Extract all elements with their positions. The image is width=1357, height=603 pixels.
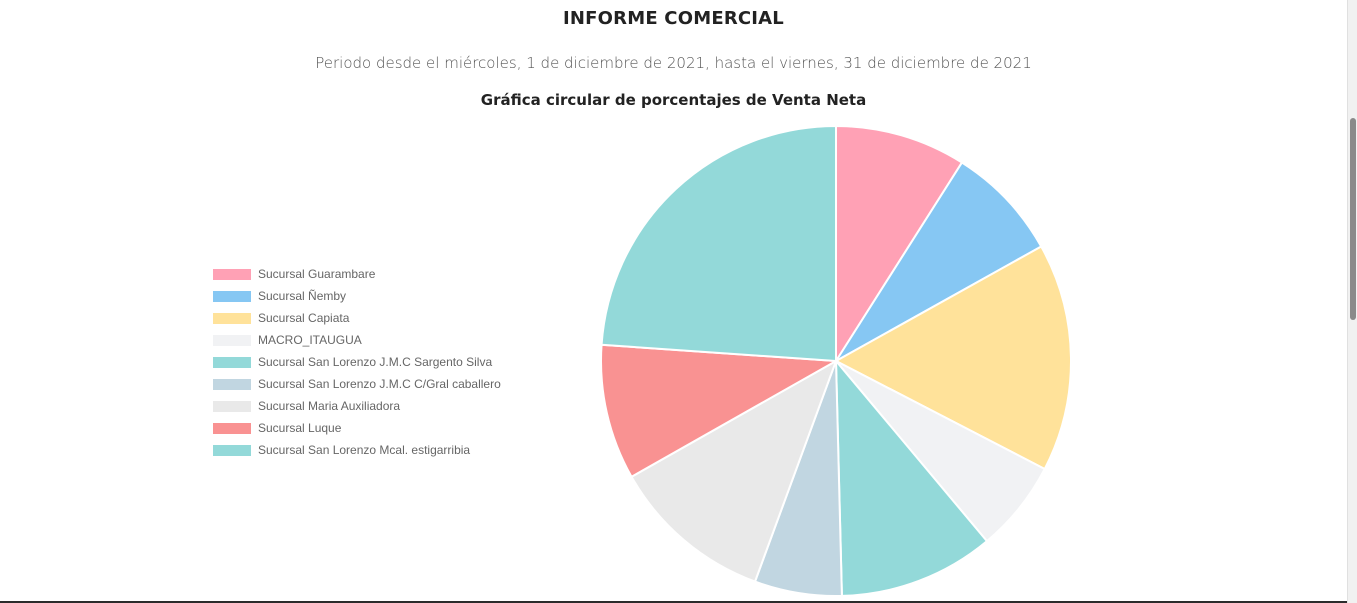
legend-item[interactable]: Sucursal San Lorenzo J.M.C C/Gral caball… <box>213 373 573 395</box>
legend-item[interactable]: Sucursal Capiata <box>213 307 573 329</box>
pie-slice[interactable] <box>600 124 837 363</box>
legend-label: MACRO_ITAUGUA <box>258 333 362 347</box>
legend-item[interactable]: MACRO_ITAUGUA <box>213 329 573 351</box>
legend-label: Sucursal Maria Auxiliadora <box>258 399 401 413</box>
legend-swatch <box>213 422 251 434</box>
legend-swatch <box>213 356 251 368</box>
legend-item[interactable]: Sucursal Luque <box>213 417 573 439</box>
legend-label: Sucursal Guarambare <box>258 267 376 281</box>
legend-swatch <box>213 290 251 302</box>
legend-item[interactable]: Sucursal Maria Auxiliadora <box>213 395 573 417</box>
pie-slice[interactable] <box>834 358 989 597</box>
legend-item[interactable]: Sucursal San Lorenzo Mcal. estigarribia <box>213 439 573 461</box>
pie-slice[interactable] <box>835 161 1043 362</box>
pie-slice[interactable] <box>833 245 1072 471</box>
legend-label: Sucursal San Lorenzo Mcal. estigarribia <box>258 443 471 457</box>
legend-label: Sucursal San Lorenzo J.M.C Sargento Silv… <box>258 355 493 369</box>
report-period: Periodo desde el miércoles, 1 de diciemb… <box>315 54 1032 72</box>
report-title: INFORME COMERCIAL <box>563 8 784 29</box>
legend-label: Sucursal Luque <box>258 421 342 435</box>
chart-title: Gráfica circular de porcentajes de Venta… <box>480 91 867 109</box>
legend-swatch <box>213 378 251 390</box>
legend-swatch <box>213 268 251 280</box>
legend-item[interactable]: Sucursal Guarambare <box>213 263 573 285</box>
legend-swatch <box>213 400 251 412</box>
pie-slice[interactable] <box>600 343 840 479</box>
pie-chart <box>600 124 1072 597</box>
bottom-border <box>0 601 1347 603</box>
legend-label: Sucursal San Lorenzo J.M.C C/Gral caball… <box>258 377 501 391</box>
pie-slice[interactable] <box>835 124 964 365</box>
legend-label: Sucursal Ñemby <box>258 289 347 303</box>
legend-swatch <box>213 312 251 324</box>
chart-legend: Sucursal Guarambare Sucursal Ñemby Sucursa… <box>213 263 573 461</box>
legend-swatch <box>213 334 251 346</box>
legend-swatch <box>213 444 251 456</box>
legend-item[interactable]: Sucursal Ñemby <box>213 285 573 307</box>
scrollbar-thumb[interactable] <box>1350 118 1356 320</box>
vertical-scrollbar[interactable] <box>1347 0 1357 603</box>
pie-slice[interactable] <box>630 358 838 583</box>
legend-item[interactable]: Sucursal San Lorenzo J.M.C Sargento Silv… <box>213 351 573 373</box>
legend-label: Sucursal Capiata <box>258 311 350 325</box>
